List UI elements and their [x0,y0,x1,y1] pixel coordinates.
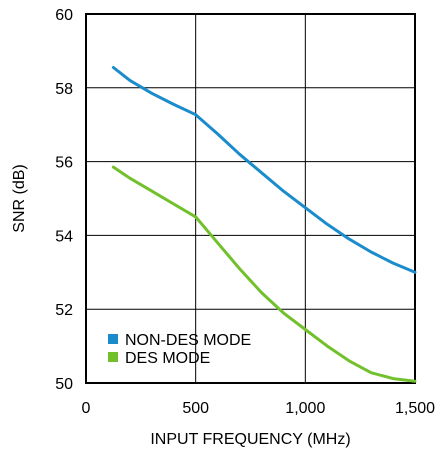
legend: NON-DES MODE DES MODE [108,332,251,367]
y-tick-label: 54 [55,228,73,245]
series-line-des-mode [111,165,417,383]
x-tick-label: 0 [82,400,91,417]
x-tick-label: 1,500 [395,400,435,417]
y-tick-label: 50 [55,376,73,393]
y-tick-label: 56 [55,155,73,172]
series-layer [111,66,417,383]
grid-lines [86,14,415,383]
x-tick-label: 1,000 [285,400,325,417]
legend-label-non-des-mode: NON-DES MODE [125,332,251,349]
y-tick-label: 58 [55,81,73,98]
series-line-non-des-mode [111,66,417,274]
tick-labels: 0 500 1,000 1,500 50 52 54 56 58 60 [55,7,435,417]
y-tick-label: 52 [55,302,73,319]
x-axis-label: INPUT FREQUENCY (MHz) [150,431,350,448]
legend-swatch-non-des-mode [108,334,118,344]
plot-frame [85,13,416,384]
x-tick-label: 500 [182,400,209,417]
y-axis-label: SNR (dB) [11,164,28,232]
legend-swatch-des-mode [108,352,118,362]
legend-label-des-mode: DES MODE [125,350,210,367]
y-tick-label: 60 [55,7,73,24]
